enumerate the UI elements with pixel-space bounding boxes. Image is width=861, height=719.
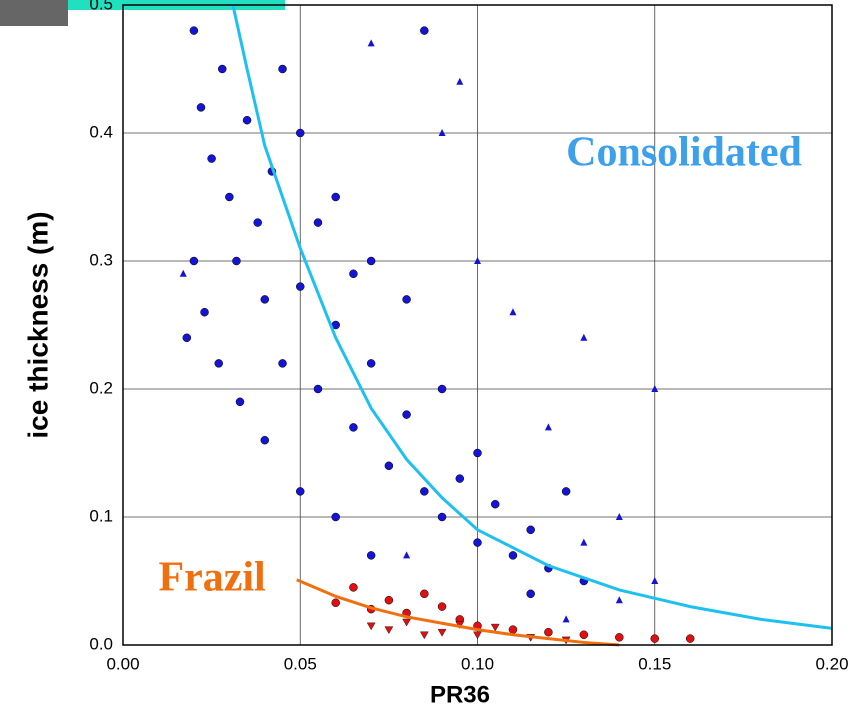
y-axis-label: ice thickness (m) xyxy=(22,211,53,438)
x-tick-label: 0.10 xyxy=(461,654,494,673)
point xyxy=(207,154,216,163)
point xyxy=(189,26,199,35)
fit-curve xyxy=(296,578,620,647)
point xyxy=(437,384,447,394)
point xyxy=(313,384,323,394)
y-tick-label: 0.2 xyxy=(89,378,113,397)
point xyxy=(278,64,287,74)
point xyxy=(200,307,209,317)
point xyxy=(367,39,375,47)
point xyxy=(232,256,241,266)
point xyxy=(349,423,358,432)
point xyxy=(296,282,305,291)
x-tick-label: 0.20 xyxy=(815,654,848,673)
point xyxy=(651,577,659,584)
point xyxy=(331,192,340,202)
point xyxy=(260,295,270,304)
point xyxy=(179,269,187,277)
point xyxy=(366,359,376,368)
y-tick-label: 0.5 xyxy=(89,0,113,13)
point xyxy=(474,257,481,264)
point xyxy=(420,487,429,496)
point xyxy=(189,256,199,266)
plot-area xyxy=(179,26,695,645)
point xyxy=(561,487,571,496)
point xyxy=(437,512,447,522)
point xyxy=(650,634,659,643)
point xyxy=(579,630,589,640)
point xyxy=(685,634,695,643)
point xyxy=(420,26,429,35)
y-tick-label: 0.0 xyxy=(89,634,113,653)
point xyxy=(331,512,340,522)
point xyxy=(253,218,262,227)
point xyxy=(366,551,376,560)
point xyxy=(366,622,376,631)
point xyxy=(260,435,270,445)
point xyxy=(544,423,552,431)
point xyxy=(490,623,500,632)
point xyxy=(473,631,482,640)
point xyxy=(218,64,227,74)
y-tick-label: 0.4 xyxy=(89,122,113,141)
point xyxy=(509,308,517,316)
point xyxy=(384,626,394,635)
point xyxy=(437,629,447,637)
fit-curve xyxy=(231,4,833,630)
point xyxy=(651,385,659,392)
point xyxy=(242,115,252,125)
annotation: Consolidated xyxy=(566,130,802,176)
x-tick-label: 0.15 xyxy=(638,654,671,673)
y-tick-label: 0.1 xyxy=(89,506,113,525)
point xyxy=(437,602,447,611)
point xyxy=(615,596,623,604)
point xyxy=(419,631,429,640)
point xyxy=(402,295,411,304)
point xyxy=(313,218,323,227)
point xyxy=(225,192,234,202)
annotation: Frazil xyxy=(158,555,265,601)
point xyxy=(544,627,553,637)
plot-frame xyxy=(122,4,833,646)
thumbnail-icon xyxy=(0,0,68,26)
point xyxy=(196,103,206,112)
point xyxy=(402,410,411,419)
point xyxy=(296,487,305,496)
point xyxy=(473,448,482,458)
x-axis-label: PR36 xyxy=(430,681,490,708)
y-tick-label: 0.3 xyxy=(89,250,113,269)
point xyxy=(562,615,570,623)
point xyxy=(182,333,192,343)
point xyxy=(349,583,358,592)
x-tick-label: 0.00 xyxy=(106,654,139,673)
point xyxy=(349,269,358,279)
point xyxy=(580,333,588,341)
point xyxy=(296,128,305,138)
point xyxy=(384,461,394,471)
point xyxy=(438,129,446,136)
point xyxy=(235,397,245,407)
point xyxy=(420,589,429,599)
point xyxy=(455,474,465,483)
point xyxy=(402,618,411,627)
point xyxy=(526,589,535,599)
point xyxy=(214,359,223,368)
point xyxy=(456,77,464,85)
x-tick-label: 0.05 xyxy=(284,654,317,673)
point xyxy=(331,598,340,608)
point xyxy=(615,513,623,520)
point xyxy=(403,551,411,559)
point xyxy=(580,538,588,546)
point xyxy=(508,625,518,634)
point xyxy=(473,538,482,547)
point xyxy=(526,525,535,535)
point xyxy=(508,551,518,560)
point xyxy=(490,499,500,509)
point xyxy=(278,359,287,368)
point xyxy=(384,595,394,605)
point xyxy=(615,633,624,642)
point xyxy=(366,256,376,266)
